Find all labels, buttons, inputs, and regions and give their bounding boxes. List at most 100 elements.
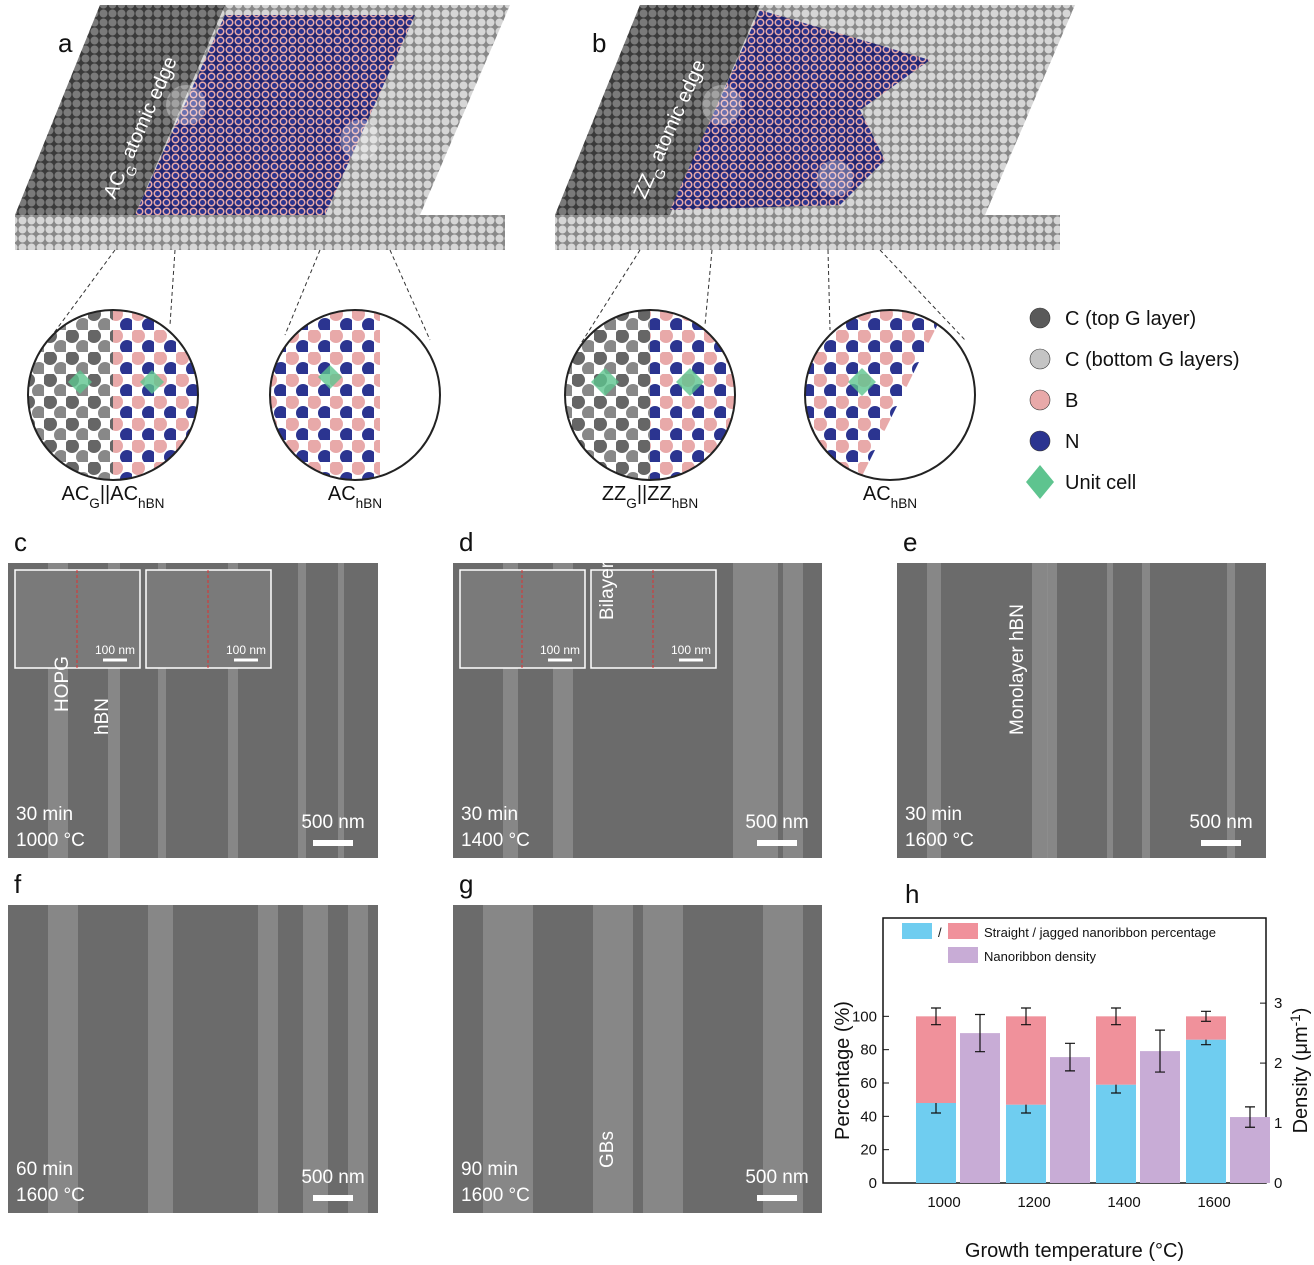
panel-label: a: [58, 28, 73, 58]
zoom-label-part: AC: [863, 483, 891, 505]
annotation: Monolayer hBN: [1007, 604, 1028, 735]
legend-label: Nanoribbon density: [984, 949, 1097, 964]
zoom-label-part: AC: [328, 483, 356, 505]
inset-scale-label: 100 nm: [540, 643, 580, 657]
sem-image: [897, 563, 1266, 858]
zoom-label: AChBN: [328, 483, 382, 511]
ribbon: [48, 905, 78, 1213]
time-label: 60 min: [16, 1159, 73, 1180]
temperature-label: 1600 °C: [16, 1185, 85, 1206]
y-tick-label: 40: [860, 1108, 877, 1125]
ribbon: [763, 905, 803, 1213]
y2-tick-label: 3: [1274, 995, 1282, 1012]
legend-swatch: [1026, 465, 1054, 499]
bar: [1186, 1039, 1226, 1183]
bar: [1096, 1016, 1136, 1085]
error-bar: [1245, 1106, 1255, 1128]
zoom-label-part: hBN: [672, 496, 698, 511]
legend-label: Straight / jagged nanoribbon percentage: [984, 925, 1216, 940]
y2-axis-label-part: ): [1290, 1008, 1312, 1015]
panel-label: g: [459, 869, 473, 899]
temperature-label: 1400 °C: [461, 830, 530, 851]
y-tick-label: 80: [860, 1042, 877, 1059]
legend-label: N: [1065, 431, 1079, 453]
bar: [1096, 1084, 1136, 1183]
temperature-label: 1600 °C: [461, 1185, 530, 1206]
panel-label: b: [592, 28, 606, 58]
y2-tick-label: 2: [1274, 1055, 1282, 1072]
legend-swatch: [902, 923, 932, 939]
zoom-label-part: ||AC: [100, 483, 138, 505]
ribbon: [303, 905, 328, 1213]
zoom-label-part: ZZ: [602, 483, 626, 505]
zoom-label-part: ||ZZ: [637, 483, 672, 505]
ribbon: [643, 905, 683, 1213]
y2-axis-label-part: -1: [1288, 1014, 1303, 1026]
scale-label: 500 nm: [745, 812, 808, 833]
legend-swatch: [1029, 307, 1051, 329]
zoom-label: AChBN: [863, 483, 917, 511]
error-bar: [1111, 1007, 1121, 1026]
zoom-label-part: G: [626, 496, 637, 511]
zoom-label-part: G: [89, 496, 100, 511]
lattice-b: [555, 5, 1075, 481]
y-tick-label: 20: [860, 1142, 877, 1159]
zoom-label-part: AC: [61, 483, 89, 505]
zoom-label-part: hBN: [356, 496, 382, 511]
zoom-label-part: hBN: [891, 496, 917, 511]
bar: [1230, 1117, 1270, 1183]
y-tick-label: 100: [852, 1008, 877, 1025]
annotation: Bilayer: [597, 561, 618, 620]
ribbon: [1047, 563, 1057, 858]
temperature-label: 1000 °C: [16, 830, 85, 851]
zoom-label: ZZG||ZZhBN: [602, 483, 698, 511]
legend-label: B: [1065, 390, 1078, 412]
legend-swatch: [1029, 389, 1051, 411]
x-tick-label: 1400: [1107, 1194, 1140, 1211]
inset-scale-label: 100 nm: [226, 643, 266, 657]
ribbon: [927, 563, 941, 858]
y-axis-label: Percentage (%): [832, 1001, 854, 1140]
time-label: 30 min: [905, 804, 962, 825]
ribbon: [228, 563, 238, 858]
bar: [1140, 1051, 1180, 1183]
ribbon: [483, 905, 533, 1213]
temperature-label: 1600 °C: [905, 830, 974, 851]
ribbon: [1107, 563, 1113, 858]
ribbon: [733, 563, 778, 858]
annotation: HOPG: [52, 656, 73, 712]
scale-label: 500 nm: [301, 1167, 364, 1188]
error-bar: [1021, 1007, 1031, 1026]
ribbon: [1227, 563, 1235, 858]
legend-separator: /: [938, 925, 942, 940]
ribbon: [783, 563, 803, 858]
scale-label: 500 nm: [301, 812, 364, 833]
bar: [1186, 1016, 1226, 1040]
panel-label: d: [459, 527, 473, 557]
y2-tick-label: 0: [1274, 1175, 1282, 1192]
ribbon: [338, 563, 344, 858]
legend-swatch: [1029, 348, 1051, 370]
error-bar: [1201, 1010, 1211, 1022]
ribbon: [148, 905, 173, 1213]
legend-label: C (top G layer): [1065, 308, 1196, 330]
annotation: GBs: [597, 1131, 618, 1168]
error-bar: [1065, 1042, 1075, 1072]
bar: [1006, 1016, 1046, 1105]
scale-label: 500 nm: [1189, 812, 1252, 833]
bar: [1050, 1057, 1090, 1183]
ribbon: [348, 905, 368, 1213]
error-bar: [1155, 1029, 1165, 1073]
y2-axis-label: Density (μm-1): [1288, 1008, 1313, 1134]
y2-tick-label: 1: [1274, 1115, 1282, 1132]
x-axis-label: Growth temperature (°C): [965, 1240, 1184, 1262]
panel-label: e: [903, 527, 917, 557]
ribbon: [593, 905, 633, 1213]
legend-swatch: [1029, 430, 1051, 452]
y-tick-label: 60: [860, 1075, 877, 1092]
lattice-a: [15, 5, 510, 481]
ribbon: [258, 905, 278, 1213]
annotation: hBN: [92, 698, 113, 735]
legend-label: Unit cell: [1065, 472, 1136, 494]
